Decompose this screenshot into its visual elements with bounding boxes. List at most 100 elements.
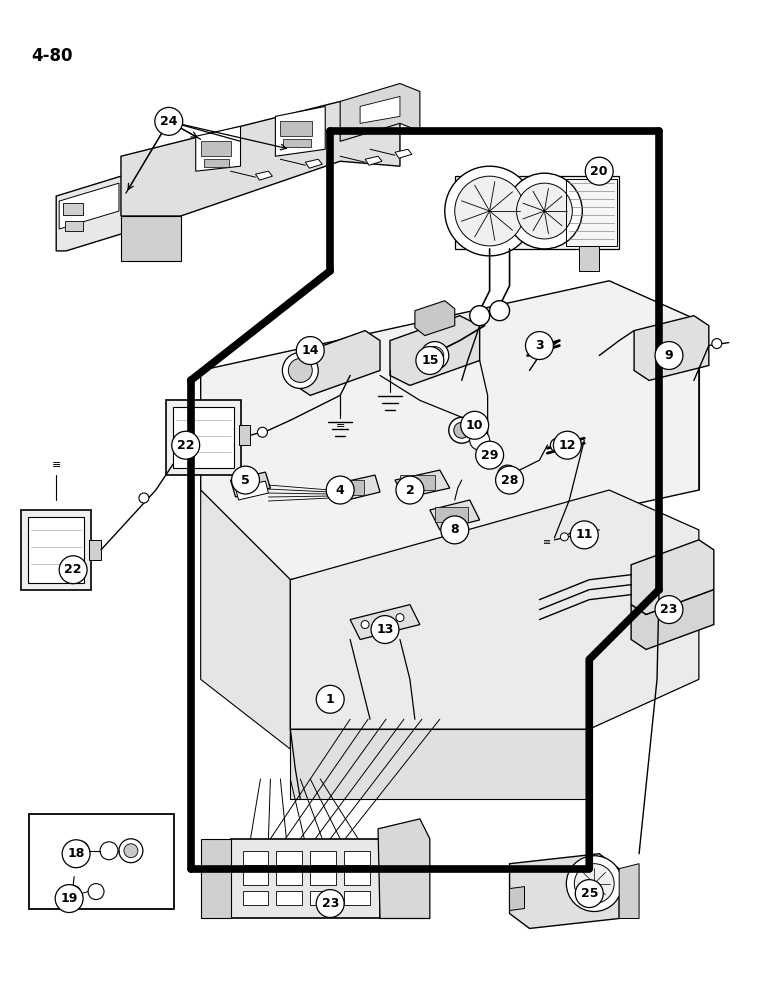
Text: 5: 5 <box>241 474 250 487</box>
Circle shape <box>550 438 564 452</box>
Circle shape <box>489 301 510 321</box>
Circle shape <box>59 556 87 584</box>
Circle shape <box>712 339 722 349</box>
Circle shape <box>575 880 603 908</box>
Circle shape <box>289 359 312 382</box>
Circle shape <box>119 839 143 863</box>
Bar <box>344 871 370 885</box>
Circle shape <box>361 621 369 629</box>
Text: 15: 15 <box>421 354 438 367</box>
Circle shape <box>172 431 200 459</box>
Circle shape <box>155 107 183 135</box>
Polygon shape <box>235 481 269 500</box>
Text: 3: 3 <box>535 339 543 352</box>
Circle shape <box>655 342 683 369</box>
Polygon shape <box>290 490 699 729</box>
Text: 18: 18 <box>67 847 85 860</box>
Circle shape <box>655 596 683 624</box>
Circle shape <box>371 616 399 643</box>
Polygon shape <box>121 101 400 216</box>
Polygon shape <box>201 281 699 580</box>
Polygon shape <box>430 500 479 530</box>
Circle shape <box>506 173 582 249</box>
Bar <box>242 871 269 885</box>
Circle shape <box>571 521 598 549</box>
Polygon shape <box>22 510 91 590</box>
Polygon shape <box>510 887 524 911</box>
Circle shape <box>283 353 318 388</box>
Circle shape <box>416 347 444 374</box>
Text: 12: 12 <box>559 439 576 452</box>
Circle shape <box>449 417 475 443</box>
Text: 2: 2 <box>405 484 415 497</box>
Circle shape <box>74 846 84 856</box>
Polygon shape <box>166 400 241 475</box>
Polygon shape <box>330 475 380 503</box>
Circle shape <box>100 842 118 860</box>
Polygon shape <box>340 84 420 141</box>
Circle shape <box>65 886 81 902</box>
Circle shape <box>426 347 444 364</box>
Bar <box>242 851 269 865</box>
Text: 9: 9 <box>665 349 673 362</box>
Polygon shape <box>350 605 420 639</box>
Text: 22: 22 <box>64 563 82 576</box>
Text: 23: 23 <box>660 603 678 616</box>
Circle shape <box>516 183 572 239</box>
Text: 28: 28 <box>501 474 518 487</box>
Circle shape <box>55 885 83 913</box>
Circle shape <box>526 332 554 360</box>
Polygon shape <box>276 106 325 156</box>
Polygon shape <box>231 472 270 497</box>
Circle shape <box>317 890 344 917</box>
Text: ≡: ≡ <box>52 460 61 470</box>
Polygon shape <box>290 729 589 799</box>
Circle shape <box>327 476 354 504</box>
Polygon shape <box>173 407 234 468</box>
Polygon shape <box>195 126 241 171</box>
Polygon shape <box>29 517 84 583</box>
Text: 25: 25 <box>581 887 598 900</box>
Polygon shape <box>634 316 709 380</box>
Polygon shape <box>360 96 400 123</box>
Circle shape <box>69 841 89 861</box>
Circle shape <box>296 337 324 364</box>
Polygon shape <box>59 183 119 229</box>
Text: 1: 1 <box>326 693 334 706</box>
Polygon shape <box>378 819 430 918</box>
Text: 4: 4 <box>336 484 344 497</box>
Polygon shape <box>390 316 479 385</box>
Circle shape <box>496 466 523 494</box>
Circle shape <box>476 441 503 469</box>
Text: 10: 10 <box>466 419 483 432</box>
Circle shape <box>482 447 493 457</box>
Text: 23: 23 <box>321 897 339 910</box>
Circle shape <box>574 864 615 904</box>
Polygon shape <box>89 540 101 560</box>
Text: 19: 19 <box>60 892 78 905</box>
Polygon shape <box>231 839 380 918</box>
Bar <box>276 851 303 865</box>
Text: 4-80: 4-80 <box>32 47 73 65</box>
Polygon shape <box>395 470 450 498</box>
Bar <box>435 507 468 522</box>
Text: 14: 14 <box>302 344 319 357</box>
Circle shape <box>530 342 544 356</box>
Polygon shape <box>305 159 322 168</box>
Circle shape <box>478 442 498 462</box>
Polygon shape <box>415 301 455 336</box>
Circle shape <box>396 476 424 504</box>
Circle shape <box>454 422 469 438</box>
Bar <box>344 851 370 865</box>
Polygon shape <box>56 176 131 251</box>
Polygon shape <box>256 171 273 180</box>
Bar <box>63 203 83 215</box>
Circle shape <box>455 176 524 246</box>
Circle shape <box>445 166 534 256</box>
Bar <box>201 141 231 156</box>
Bar <box>310 851 336 865</box>
Bar <box>29 814 174 909</box>
Polygon shape <box>296 331 380 395</box>
Circle shape <box>498 465 517 485</box>
Bar <box>283 139 311 147</box>
